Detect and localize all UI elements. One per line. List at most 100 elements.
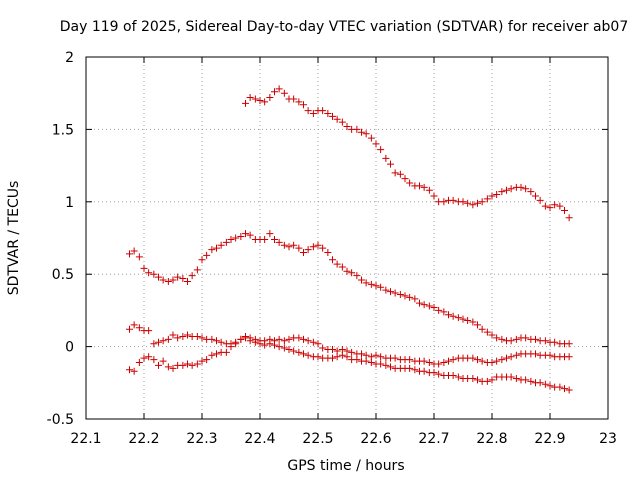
- data-point: [130, 321, 138, 329]
- data-point: [474, 199, 481, 207]
- data-point: [130, 247, 138, 255]
- data-point: [416, 182, 423, 190]
- data-point: [188, 272, 196, 280]
- data-point: [430, 369, 438, 377]
- data-point: [464, 317, 472, 325]
- data-point: [198, 256, 206, 264]
- data-point: [329, 112, 336, 120]
- data-point: [561, 385, 568, 393]
- y-tick-label: -0.5: [47, 412, 74, 428]
- data-point: [333, 260, 341, 268]
- data-point: [246, 94, 254, 102]
- data-point: [532, 192, 539, 200]
- series-2: [126, 230, 573, 348]
- data-marks: [126, 85, 573, 394]
- data-point: [565, 386, 573, 394]
- data-point: [174, 334, 182, 342]
- data-point: [280, 241, 288, 249]
- data-point: [237, 335, 245, 343]
- data-point: [285, 335, 293, 343]
- x-tick-label: 22.6: [360, 431, 391, 447]
- data-point: [304, 246, 312, 254]
- data-point: [188, 361, 196, 369]
- data-point: [319, 107, 327, 115]
- data-point: [135, 324, 143, 332]
- data-point: [184, 360, 191, 368]
- data-point: [425, 302, 433, 310]
- data-point: [314, 241, 322, 249]
- data-point: [372, 351, 380, 359]
- x-tick-label: 22.9: [534, 431, 565, 447]
- data-point: [512, 335, 520, 343]
- data-point: [362, 130, 370, 138]
- data-point: [396, 290, 404, 298]
- data-point: [217, 338, 225, 346]
- data-point: [440, 198, 448, 206]
- data-point: [561, 206, 568, 214]
- data-point: [227, 235, 235, 243]
- plot-frame: [85, 56, 609, 420]
- data-point: [367, 359, 375, 367]
- data-point: [130, 367, 138, 375]
- data-point: [280, 337, 288, 345]
- data-point: [338, 118, 346, 126]
- data-point: [261, 98, 269, 106]
- data-point: [387, 160, 394, 168]
- data-point: [251, 338, 259, 346]
- data-point: [295, 334, 303, 342]
- data-point: [372, 140, 380, 148]
- data-point: [295, 98, 303, 106]
- data-point: [261, 235, 269, 243]
- data-point: [193, 360, 201, 368]
- data-point: [145, 327, 153, 335]
- data-point: [377, 146, 385, 154]
- data-point: [193, 332, 201, 340]
- data-point: [275, 238, 283, 246]
- data-point: [232, 340, 240, 348]
- data-point: [503, 354, 510, 362]
- data-point: [300, 248, 307, 256]
- data-point: [358, 276, 365, 284]
- data-point: [522, 185, 530, 193]
- data-point: [290, 347, 298, 355]
- data-point: [290, 241, 298, 249]
- data-point: [348, 348, 356, 356]
- data-point: [420, 357, 428, 365]
- data-point: [348, 269, 356, 277]
- data-point: [507, 373, 515, 381]
- data-point: [184, 277, 191, 285]
- data-point: [222, 348, 230, 356]
- data-point: [256, 340, 264, 348]
- data-point: [150, 340, 158, 348]
- data-point: [435, 306, 443, 314]
- data-point: [478, 198, 486, 206]
- data-point: [246, 231, 254, 239]
- data-point: [440, 359, 448, 367]
- data-point: [150, 270, 158, 278]
- data-point: [454, 373, 462, 381]
- data-point: [507, 185, 515, 193]
- data-point: [546, 351, 554, 359]
- data-point: [179, 332, 187, 340]
- data-point: [469, 354, 477, 362]
- data-point: [420, 367, 428, 375]
- data-point: [382, 361, 390, 369]
- data-point: [333, 115, 341, 123]
- data-point: [488, 331, 496, 339]
- data-point: [242, 334, 249, 342]
- x-tick-label: 22.3: [186, 431, 217, 447]
- data-point: [536, 379, 544, 387]
- data-point: [184, 331, 191, 339]
- data-point: [469, 201, 477, 209]
- axes-layer: 22.1 22.2 22.3 22.4 22.5 22.6 22.7 22.8 22.9 23 -0…: [47, 50, 617, 447]
- data-point: [377, 353, 385, 361]
- data-point: [541, 202, 549, 210]
- data-point: [478, 357, 486, 365]
- data-point: [319, 344, 327, 352]
- data-point: [382, 154, 390, 162]
- data-point: [285, 243, 293, 251]
- grid-layer: [86, 57, 608, 419]
- data-point: [246, 337, 254, 345]
- data-point: [266, 340, 274, 348]
- data-point: [406, 364, 414, 372]
